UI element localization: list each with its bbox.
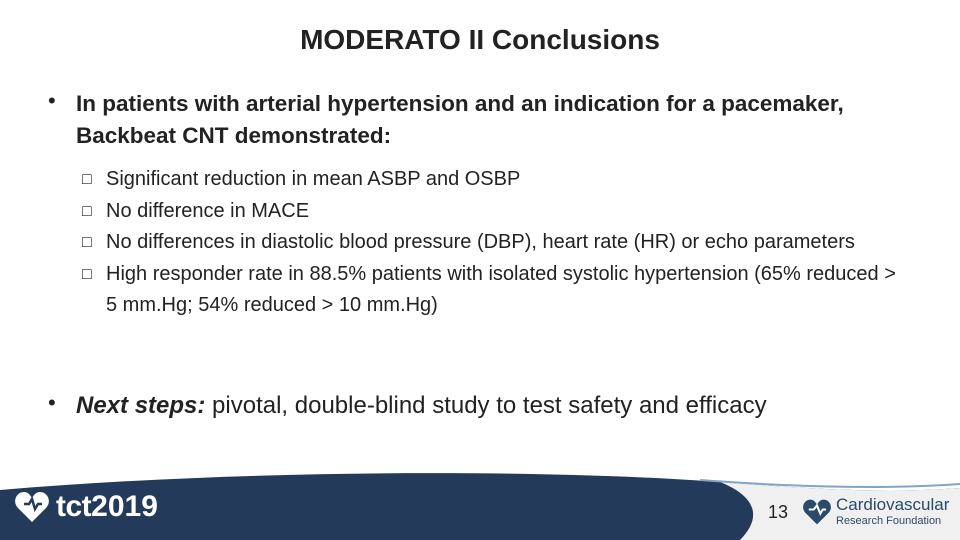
- crf-logo: Cardiovascular Research Foundation: [802, 496, 949, 528]
- footer-band: [0, 468, 960, 540]
- bullet-dot: •: [48, 390, 56, 415]
- checkbox-icon: □: [82, 202, 92, 220]
- slide-title: MODERATO II Conclusions: [300, 24, 660, 55]
- list-item: □ High responder rate in 88.5% patients w…: [82, 259, 902, 322]
- bullet-2: • Next steps: pivotal, double-blind stud…: [48, 390, 928, 422]
- tct-logo-year: 2019: [91, 490, 158, 523]
- list-item: □ Significant reduction in mean ASBP and …: [82, 164, 902, 196]
- sub-bullet-list: □ Significant reduction in mean ASBP and …: [82, 164, 902, 322]
- bullet-2-text: Next steps: pivotal, double-blind study …: [76, 392, 767, 419]
- page-number: 13: [768, 502, 789, 522]
- list-item: □ No differences in diastolic blood press…: [82, 227, 902, 259]
- bullet-dot: •: [48, 88, 56, 113]
- next-steps-label: Next steps:: [76, 392, 206, 419]
- list-item: □ No difference in MACE: [82, 196, 902, 228]
- sponsor-name: Cardiovascular: [836, 495, 950, 514]
- checkbox-icon: □: [82, 234, 92, 251]
- tct-logo-text: tct: [56, 490, 92, 523]
- bullet-1: • In patients with arterial hypertension…: [48, 88, 928, 152]
- sponsor-subtitle: Research Foundation: [836, 515, 942, 527]
- bullet-1-text: In patients with arterial hypertension a…: [76, 91, 844, 148]
- tct-logo: tct 2019: [14, 490, 158, 524]
- crf-heart-icon: [803, 499, 831, 525]
- heart-logo-icon: [15, 492, 49, 522]
- checkbox-icon: □: [82, 265, 92, 283]
- checkbox-icon: □: [82, 171, 92, 188]
